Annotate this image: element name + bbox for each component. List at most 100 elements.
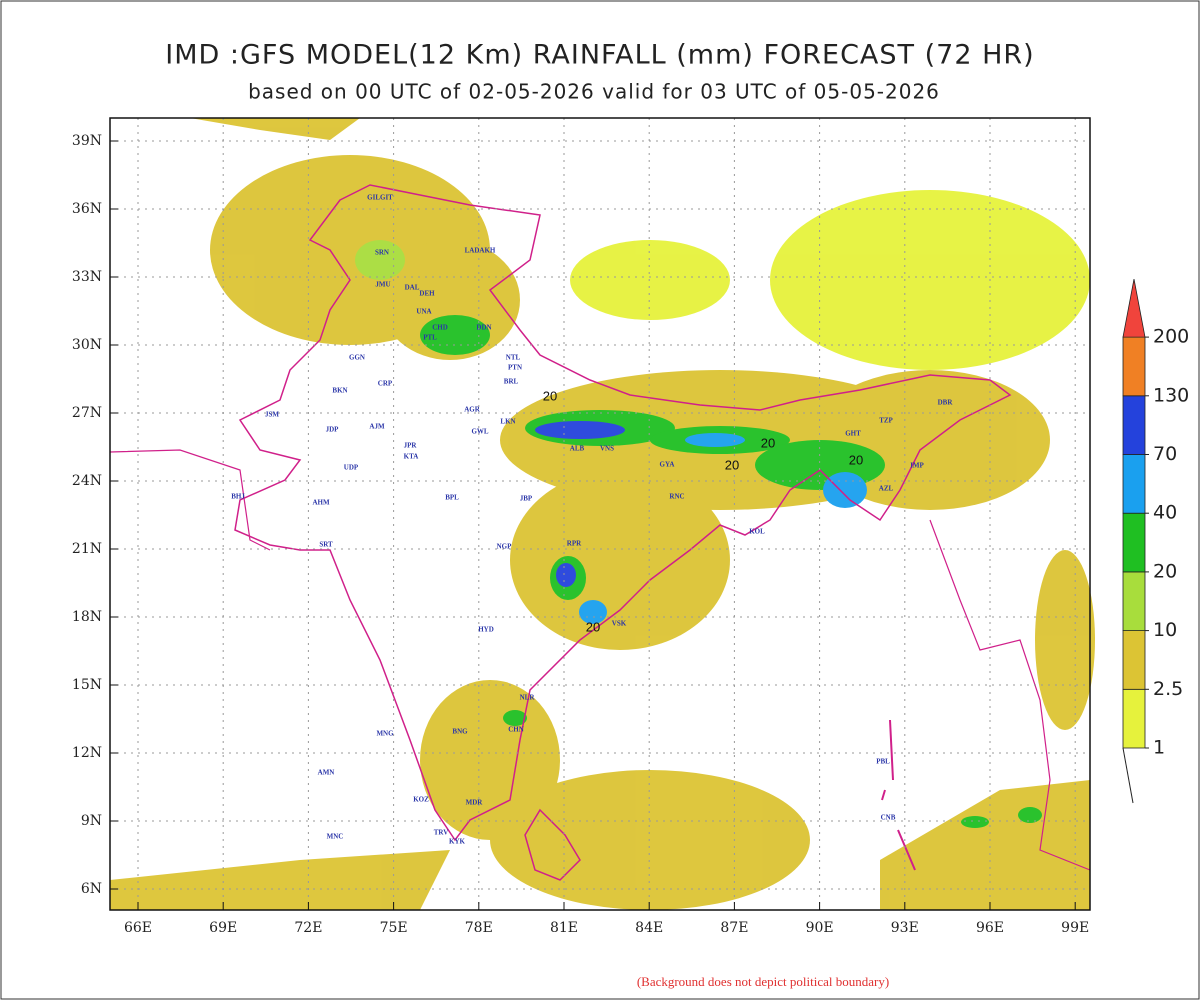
rain-area	[823, 472, 867, 508]
place-label: NLR	[520, 694, 536, 702]
place-label: LKN	[500, 418, 515, 426]
rain-area	[770, 190, 1090, 370]
colorbar-label: 200	[1153, 326, 1189, 348]
place-label: PTL	[423, 334, 437, 342]
contour-label: 20	[849, 452, 863, 467]
place-label: JDP	[326, 426, 340, 434]
lon-tick-label: 96E	[976, 920, 1004, 936]
lat-tick-label: 27N	[72, 405, 102, 421]
place-label: RNC	[669, 493, 684, 501]
place-label: UNA	[416, 308, 431, 316]
place-label: TRV	[434, 829, 449, 837]
colorbar-box	[1122, 512, 1146, 573]
place-label: JSM	[265, 411, 279, 419]
island-outline	[881, 719, 916, 871]
contour-label: 20	[543, 388, 557, 403]
colorbar-box	[1122, 630, 1146, 690]
rain-area	[503, 710, 527, 726]
colorbar-label: 1	[1153, 737, 1165, 759]
place-label: CHN	[508, 726, 524, 734]
place-label: PTN	[508, 364, 522, 372]
place-label: NTL	[506, 354, 521, 362]
country-outline	[234, 184, 1012, 842]
place-label: KOZ	[413, 796, 429, 804]
place-label: BHJ	[231, 493, 245, 501]
place-label: AGR	[464, 406, 481, 414]
colorbar-extension	[1122, 279, 1146, 338]
place-label: BRL	[504, 378, 519, 386]
lat-tick-label: 24N	[72, 473, 102, 489]
place-label: KYK	[449, 838, 466, 846]
place-label: MNG	[376, 730, 394, 738]
place-label: SRN	[375, 249, 389, 257]
place-label: BKN	[332, 387, 347, 395]
place-label: PBL	[876, 758, 890, 766]
rain-area	[961, 816, 989, 828]
place-label: DBR	[938, 399, 954, 407]
colorbar-label: 130	[1153, 384, 1189, 406]
place-label: CNB	[881, 814, 896, 822]
rain-area	[579, 600, 607, 624]
place-label: CRP	[378, 380, 393, 388]
place-label: BPL	[445, 494, 459, 502]
lon-tick-label: 84E	[635, 920, 663, 936]
place-label: TZP	[879, 417, 893, 425]
lat-tick-label: 9N	[81, 813, 102, 829]
place-label: BNG	[452, 728, 468, 736]
colorbar-box	[1122, 395, 1146, 455]
rain-area	[355, 240, 405, 280]
lat-tick-label: 21N	[72, 541, 102, 557]
lon-tick-label: 90E	[806, 920, 834, 936]
place-label: RPR	[567, 540, 582, 548]
place-label: AZL	[879, 485, 894, 493]
place-label: MNC	[327, 833, 344, 841]
subtitle: based on 00 UTC of 02-05-2026 valid for …	[248, 80, 940, 104]
lon-tick-label: 69E	[209, 920, 237, 936]
colorbar-lower-extension	[1122, 747, 1134, 804]
border-line	[929, 519, 1091, 871]
contour-label: 20	[586, 619, 600, 634]
grid	[110, 118, 1090, 910]
lon-tick-label: 99E	[1061, 920, 1089, 936]
rain-area	[110, 850, 450, 910]
rain-area	[420, 315, 490, 355]
lat-tick-label: 6N	[81, 881, 102, 897]
lon-tick-label: 72E	[294, 920, 322, 936]
rain-area	[490, 770, 810, 910]
place-label: VSK	[612, 620, 627, 628]
rain-area	[1018, 807, 1042, 823]
lat-tick-label: 39N	[72, 133, 102, 149]
place-label: LADAKH	[465, 247, 496, 255]
colorbar-box	[1122, 571, 1146, 632]
colorbar-label: 10	[1153, 619, 1177, 641]
place-label: AMN	[318, 769, 335, 777]
title: IMD :GFS MODEL(12 Km) RAINFALL (mm) FORE…	[165, 40, 1034, 71]
place-label: JBP	[520, 495, 533, 503]
place-label: CHD	[432, 324, 448, 332]
place-label: GWL	[471, 428, 488, 436]
lon-tick-label: 66E	[124, 920, 152, 936]
lat-tick-label: 18N	[72, 609, 102, 625]
lon-tick-label: 78E	[465, 920, 493, 936]
place-label: JMU	[375, 281, 390, 289]
rain-area	[190, 118, 360, 140]
place-label: GHT	[845, 430, 861, 438]
footnote: (Background does not depict political bo…	[637, 974, 889, 989]
place-label: DAL	[405, 284, 420, 292]
rain-area	[535, 421, 625, 439]
colorbar-label: 20	[1153, 560, 1177, 582]
lat-tick-label: 36N	[72, 201, 102, 217]
colorbar-box	[1122, 336, 1146, 397]
place-label: UDP	[344, 464, 359, 472]
colorbar-label: 70	[1153, 443, 1177, 465]
lat-tick-label: 12N	[72, 745, 102, 761]
colorbar-box	[1122, 454, 1146, 514]
lat-tick-label: 33N	[72, 269, 102, 285]
colorbar-label: 2.5	[1153, 678, 1183, 700]
place-label: KOL	[749, 528, 765, 536]
contour-label: 20	[761, 435, 775, 450]
place-label: GGN	[349, 354, 365, 362]
lat-tick-label: 15N	[72, 677, 102, 693]
